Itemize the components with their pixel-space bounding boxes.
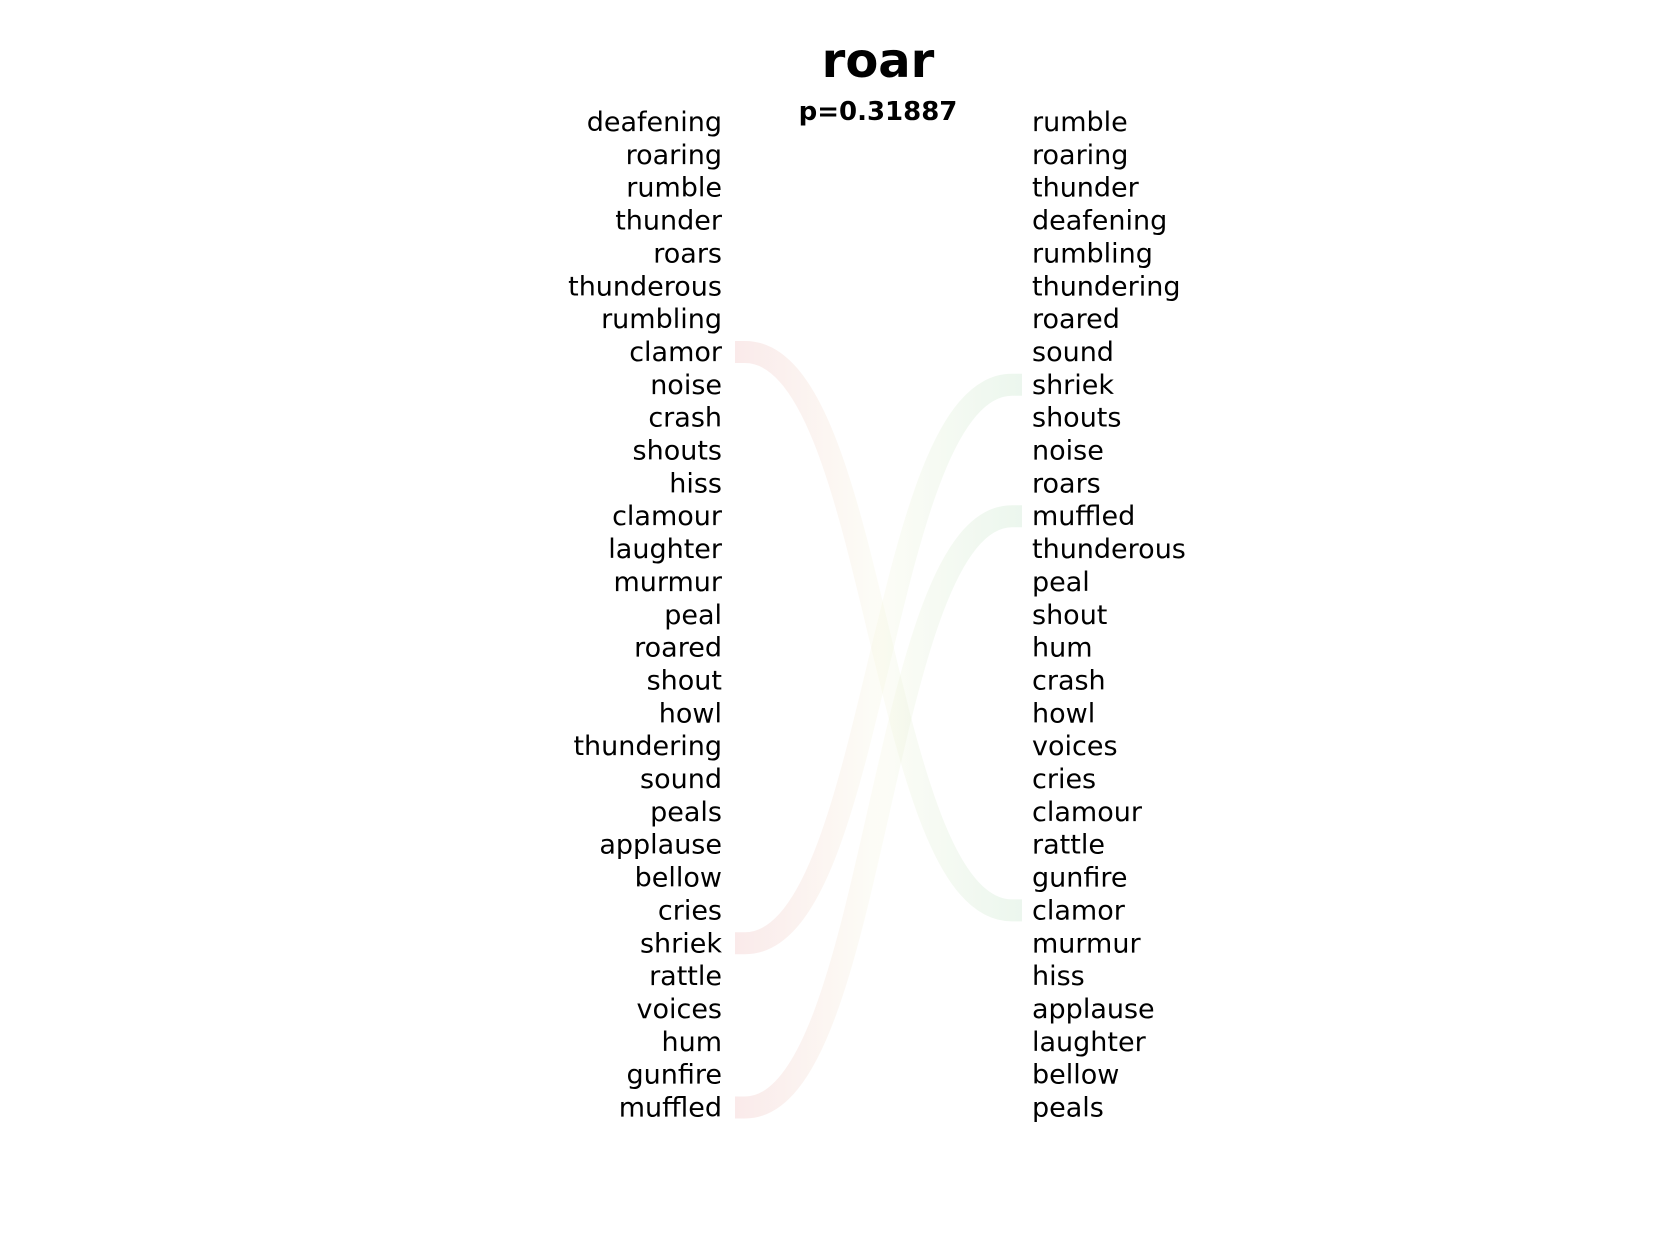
link-muffled <box>735 505 1022 1119</box>
link-shriek <box>735 373 1022 955</box>
right-word: clamour <box>1032 797 1143 828</box>
left-word: muffled <box>619 1093 722 1124</box>
right-word: rattle <box>1032 830 1105 861</box>
right-word: hiss <box>1032 961 1085 992</box>
right-word: peal <box>1032 567 1090 598</box>
left-word: sound <box>640 764 722 795</box>
left-word: clamour <box>612 501 723 532</box>
left-word: rumbling <box>601 304 722 335</box>
right-word: cries <box>1032 764 1096 795</box>
left-word: bellow <box>635 863 722 894</box>
right-word-column: rumbleroaringthunderdeafeningrumblingthu… <box>1032 107 1186 1124</box>
right-word: laughter <box>1032 1027 1147 1058</box>
left-word: hum <box>661 1027 722 1058</box>
left-word: roars <box>653 238 722 269</box>
left-word: applause <box>599 830 722 861</box>
left-word: deafening <box>587 107 722 138</box>
right-word: shout <box>1032 600 1107 631</box>
right-word: peals <box>1032 1093 1104 1124</box>
right-word: muffled <box>1032 501 1135 532</box>
left-word: rumble <box>626 173 722 204</box>
right-word: roars <box>1032 468 1101 499</box>
right-word: noise <box>1032 436 1104 467</box>
right-word: sound <box>1032 337 1114 368</box>
left-word: shout <box>647 665 722 696</box>
right-word: roaring <box>1032 140 1128 171</box>
left-word: hiss <box>669 468 722 499</box>
left-word: murmur <box>613 567 722 598</box>
right-word: bellow <box>1032 1060 1119 1091</box>
left-word: thunderous <box>568 271 722 302</box>
right-word: voices <box>1032 731 1118 762</box>
left-word: peals <box>650 797 722 828</box>
left-word: shouts <box>633 436 722 467</box>
right-word: roared <box>1032 304 1120 335</box>
left-word: voices <box>636 994 722 1025</box>
left-word: crash <box>648 403 722 434</box>
right-word: rumble <box>1032 107 1128 138</box>
diagram-title: roar <box>822 33 935 89</box>
diagram-subtitle: p=0.31887 <box>799 97 958 127</box>
right-word: applause <box>1032 994 1155 1025</box>
left-word: roaring <box>626 140 722 171</box>
right-word: deafening <box>1032 206 1167 237</box>
left-word: cries <box>658 895 722 926</box>
right-word: thundering <box>1032 271 1181 302</box>
right-word: shouts <box>1032 403 1121 434</box>
right-word: murmur <box>1032 928 1141 959</box>
right-word: shriek <box>1032 370 1114 401</box>
right-word: clamor <box>1032 895 1126 926</box>
left-word: clamor <box>629 337 723 368</box>
right-word: gunfire <box>1032 863 1128 894</box>
right-word: howl <box>1032 698 1095 729</box>
left-word: gunfire <box>627 1060 723 1091</box>
right-word: thunderous <box>1032 534 1186 565</box>
right-word: hum <box>1032 633 1093 664</box>
right-word: crash <box>1032 665 1106 696</box>
left-word: laughter <box>608 534 723 565</box>
left-word: thunder <box>615 206 723 237</box>
right-word: thunder <box>1032 173 1140 204</box>
left-word-column: deafeningroaringrumblethunderroarsthunde… <box>568 107 723 1124</box>
right-word: rumbling <box>1032 238 1153 269</box>
left-word: roared <box>634 633 722 664</box>
left-word: thundering <box>573 731 722 762</box>
left-word: rattle <box>649 961 722 992</box>
left-word: peal <box>664 600 722 631</box>
left-word: howl <box>659 698 722 729</box>
links-layer <box>735 340 1022 1119</box>
left-word: shriek <box>640 928 722 959</box>
left-word: noise <box>650 370 722 401</box>
